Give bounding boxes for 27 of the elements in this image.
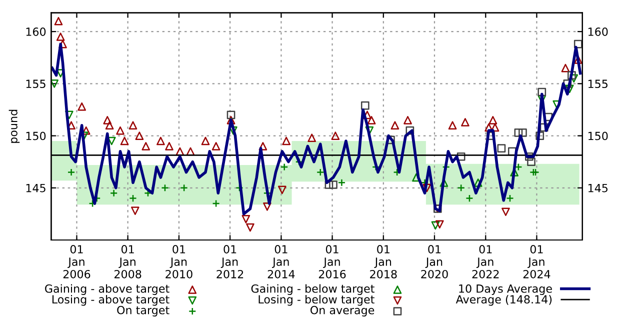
x-tick-label: 01 Jan 2012 [216, 245, 244, 278]
x-tick-label: 01 Jan 2016 [318, 245, 346, 278]
legend-label: On average [310, 306, 374, 316]
x-tick-label: 01 Jan 2008 [114, 245, 142, 278]
legend-label: 10 Days Average [459, 284, 552, 295]
x-tick-label: 01 Jan 2022 [472, 245, 499, 278]
y-tick-label: 145 [26, 184, 46, 192]
y2-tick-label: 150 [588, 132, 608, 140]
legend-label: Average (148.14) [456, 294, 552, 306]
x-tick-label: 01 Jan 2014 [268, 245, 295, 278]
x-tick-label: 01 Jan 2010 [166, 245, 192, 278]
y-tick-label: 155 [26, 80, 46, 88]
x-tick-label: 01 Jan 2024 [523, 245, 550, 278]
legend-label: Losing - above target [52, 294, 170, 306]
y2-tick-label: 160 [588, 28, 608, 36]
legend-label: Gaining - above target [45, 284, 170, 295]
x-tick-label: 01 Jan 2006 [63, 245, 90, 278]
y2-tick-label: 155 [588, 80, 608, 88]
legend-label: Losing - below target [258, 294, 374, 306]
legend-label: On target [117, 306, 170, 316]
y2-tick-label: 145 [588, 184, 608, 192]
y-axis-title: pound [8, 110, 20, 143]
y-tick-label: 150 [26, 132, 46, 140]
y-tick-label: 160 [26, 28, 46, 36]
legend-label: Gaining - below target [251, 284, 374, 295]
x-tick-label: 01 Jan 2020 [421, 245, 448, 278]
x-tick-label: 01 Jan 2018 [370, 245, 397, 278]
